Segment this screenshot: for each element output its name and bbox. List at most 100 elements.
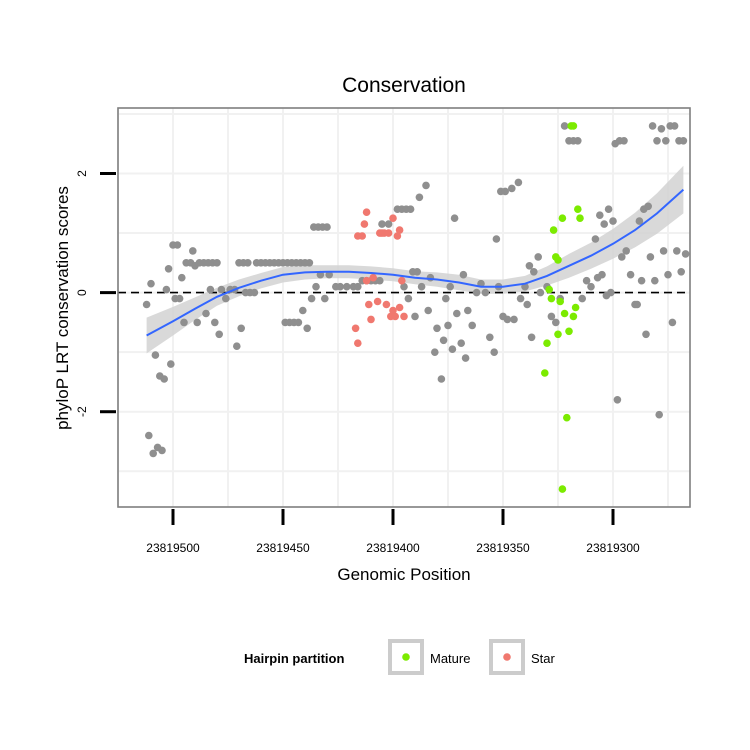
data-point-other — [662, 137, 670, 145]
data-point-star — [351, 324, 360, 333]
data-point-other — [681, 250, 690, 258]
data-point-other — [591, 235, 600, 243]
data-point-other — [457, 339, 466, 348]
series-other — [142, 122, 690, 458]
data-point-other — [516, 294, 525, 303]
data-point-other — [422, 181, 430, 190]
data-point-star — [369, 273, 378, 282]
data-point-other — [622, 247, 630, 255]
data-point-other — [305, 259, 314, 267]
data-point-other — [459, 270, 468, 279]
data-point-other — [411, 312, 419, 321]
data-point-other — [433, 324, 441, 333]
data-point-star — [354, 339, 362, 348]
plot-panel-border — [117, 107, 691, 508]
data-point-other — [508, 184, 516, 193]
data-point-other — [442, 294, 450, 303]
data-point-star — [358, 232, 367, 240]
data-point-star — [395, 303, 404, 312]
data-point-other — [534, 253, 542, 261]
data-point-other — [468, 321, 477, 330]
data-point-mature — [545, 285, 553, 294]
data-point-other — [325, 270, 334, 279]
data-point-star — [360, 220, 369, 228]
data-point-other — [633, 300, 641, 309]
data-point-mature — [565, 327, 573, 336]
y-tick-label: -2 — [75, 406, 89, 417]
data-point-other — [178, 273, 186, 282]
data-point-other — [609, 217, 617, 225]
data-point-other — [180, 318, 188, 327]
data-point-other — [222, 294, 230, 303]
data-point-mature — [574, 205, 582, 213]
data-point-other — [206, 285, 215, 294]
data-point-other — [162, 285, 171, 294]
data-point-other — [173, 241, 182, 249]
data-point-other — [635, 217, 644, 225]
data-point-other — [547, 312, 556, 321]
legend-label-star: Star — [531, 651, 556, 666]
data-point-mature — [560, 309, 569, 318]
data-point-star — [362, 276, 371, 285]
data-point-star — [391, 312, 400, 321]
data-point-other — [446, 282, 455, 291]
confidence-ribbon-layer — [146, 165, 684, 354]
data-point-star — [389, 306, 397, 315]
data-point-other — [450, 214, 459, 222]
data-point-mature — [558, 214, 567, 222]
data-point-other — [472, 288, 481, 297]
legend-label-mature: Mature — [430, 651, 470, 666]
data-point-other — [481, 288, 490, 297]
data-point-other — [217, 285, 226, 294]
series-mature — [541, 122, 584, 493]
y-tick-label: 2 — [75, 170, 89, 177]
data-point-other — [501, 187, 510, 196]
data-point-other — [492, 235, 501, 243]
y-axis-title: phyloP LRT conservation scores — [53, 186, 72, 430]
data-point-star — [393, 232, 402, 240]
legend-item-star: Star — [489, 639, 556, 675]
data-point-other — [679, 137, 688, 145]
legend-dot-star — [503, 653, 511, 661]
data-point-other — [437, 375, 446, 383]
data-point-other — [189, 247, 197, 255]
data-point-other — [657, 125, 666, 133]
data-point-other — [193, 318, 201, 327]
legend-dot-mature — [402, 653, 410, 661]
data-point-other — [158, 446, 166, 455]
data-point-other — [670, 122, 679, 130]
data-point-mature — [547, 294, 556, 303]
data-point-other — [343, 282, 351, 291]
data-point-other — [404, 294, 413, 303]
legend-title: Hairpin partition — [244, 651, 344, 666]
data-point-other — [202, 309, 210, 318]
data-point-star — [395, 226, 404, 234]
data-point-other — [604, 205, 613, 213]
chart-title: Conservation — [342, 74, 466, 97]
data-point-other — [486, 333, 494, 342]
data-point-mature — [571, 303, 580, 312]
data-point-other — [523, 300, 531, 309]
data-point-other — [378, 220, 386, 228]
data-point-other — [461, 354, 470, 362]
data-point-other — [406, 205, 415, 213]
data-point-other — [668, 318, 677, 327]
data-point-other — [602, 291, 611, 300]
data-point-mature — [549, 226, 558, 234]
data-point-other — [611, 139, 619, 148]
data-point-other — [552, 318, 560, 327]
data-point-other — [596, 211, 604, 219]
data-point-star — [373, 297, 382, 306]
legend-item-mature: Mature — [388, 639, 470, 675]
data-point-other — [213, 259, 221, 267]
data-point-other — [431, 348, 439, 357]
data-point-other — [354, 282, 362, 291]
y-axis: -2 0 2 — [75, 170, 116, 417]
data-point-other — [426, 273, 435, 282]
data-point-other — [642, 330, 650, 339]
data-point-other — [142, 300, 151, 309]
data-point-other — [321, 294, 329, 303]
data-point-other — [655, 410, 663, 419]
data-point-other — [215, 330, 223, 339]
